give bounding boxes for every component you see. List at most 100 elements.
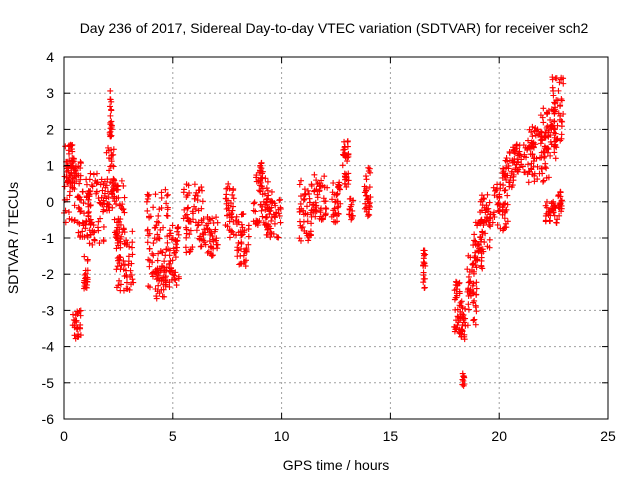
data-point (271, 213, 278, 220)
data-point (514, 156, 521, 163)
data-point (420, 279, 427, 286)
data-point (233, 232, 240, 239)
data-point (175, 275, 182, 282)
x-tick-label: 20 (491, 428, 507, 444)
data-point (118, 177, 125, 184)
data-point (557, 76, 564, 83)
data-point (116, 277, 123, 284)
data-point (494, 201, 501, 208)
data-point (263, 201, 270, 208)
data-point (160, 286, 167, 293)
data-point (558, 135, 565, 142)
data-point (108, 158, 115, 165)
data-point (189, 244, 196, 251)
data-point (238, 221, 245, 228)
data-point (81, 253, 88, 260)
data-point (85, 208, 92, 215)
data-point (480, 248, 487, 255)
data-point (473, 285, 480, 292)
data-point (541, 143, 548, 150)
data-point (242, 248, 249, 255)
data-point (154, 257, 161, 264)
data-point (200, 215, 207, 222)
y-tick-label: -2 (42, 266, 55, 282)
data-point (166, 227, 173, 234)
data-point (87, 170, 94, 177)
data-point (469, 267, 476, 274)
data-point (65, 209, 72, 216)
data-point (364, 196, 371, 203)
y-tick-label: -6 (42, 411, 55, 427)
data-point (95, 218, 102, 225)
data-point (186, 231, 193, 238)
data-point (230, 187, 237, 194)
data-point (80, 200, 87, 207)
data-point (144, 195, 151, 202)
data-point (69, 148, 76, 155)
data-point (336, 185, 343, 192)
data-point (64, 177, 71, 184)
data-point (235, 239, 242, 246)
data-point (85, 196, 92, 203)
data-point (73, 317, 80, 324)
data-point (490, 211, 497, 218)
data-point (207, 243, 214, 250)
data-point (118, 262, 125, 269)
data-point (514, 167, 521, 174)
data-point (555, 87, 562, 94)
data-point (89, 227, 96, 234)
data-point (543, 198, 550, 205)
data-point (153, 270, 160, 277)
y-tick-label: 0 (46, 194, 54, 210)
data-point (530, 143, 537, 150)
data-point (465, 252, 472, 259)
data-point (543, 174, 550, 181)
data-point (121, 273, 128, 280)
data-point (501, 172, 508, 179)
data-point (225, 180, 232, 187)
data-point (108, 146, 115, 153)
data-point (86, 240, 93, 247)
data-point (161, 258, 168, 265)
data-point (85, 210, 92, 217)
data-point (550, 198, 557, 205)
data-point (471, 316, 478, 323)
data-point (107, 96, 114, 103)
data-point (478, 257, 485, 264)
data-point (421, 275, 428, 282)
data-point (69, 159, 76, 166)
data-point (149, 273, 156, 280)
data-point (552, 155, 559, 162)
data-point (538, 165, 545, 172)
data-point (227, 200, 234, 207)
data-point (305, 237, 312, 244)
data-point (271, 220, 278, 227)
data-point (208, 252, 215, 259)
data-point (421, 260, 428, 267)
data-point (343, 184, 350, 191)
data-point (121, 261, 128, 268)
data-point (226, 218, 233, 225)
data-point (199, 198, 206, 205)
data-point (238, 211, 245, 218)
data-point (311, 171, 318, 178)
data-point (263, 196, 270, 203)
data-point (196, 236, 203, 243)
data-point (302, 210, 309, 217)
data-point (501, 224, 508, 231)
data-point (156, 235, 163, 242)
data-point (362, 173, 369, 180)
data-point (125, 262, 132, 269)
data-point (472, 262, 479, 269)
data-point (558, 208, 565, 215)
data-point (158, 189, 165, 196)
data-point (542, 160, 549, 167)
data-point (96, 240, 103, 247)
y-tick-label: -4 (42, 339, 55, 355)
data-point (77, 176, 84, 183)
data-point (190, 210, 197, 217)
data-point (185, 215, 192, 222)
data-point (318, 177, 325, 184)
data-point (547, 152, 554, 159)
data-point (146, 214, 153, 221)
